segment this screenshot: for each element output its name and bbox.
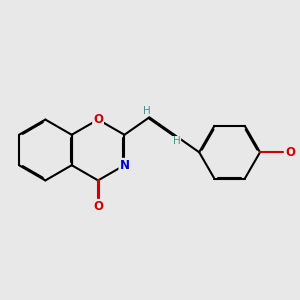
Text: H: H — [173, 136, 181, 146]
Text: O: O — [93, 113, 103, 126]
Text: O: O — [285, 146, 295, 159]
Text: H: H — [143, 106, 151, 116]
Text: N: N — [119, 159, 129, 172]
Text: O: O — [93, 200, 103, 213]
